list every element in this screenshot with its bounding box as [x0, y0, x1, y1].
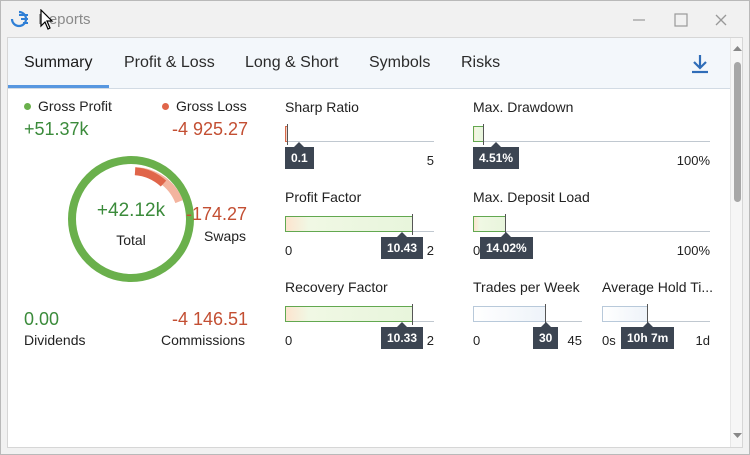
profit-factor-fill — [285, 216, 413, 232]
sharp-ratio-max: 5 — [426, 153, 434, 168]
recovery-factor-fill — [285, 306, 413, 322]
dividends-value: 0.00 — [24, 309, 60, 329]
download-icon[interactable] — [688, 52, 712, 76]
tab-risks[interactable]: Risks — [461, 54, 501, 71]
maximize-icon[interactable] — [671, 10, 691, 30]
sharp-ratio-value-tip: 0.1 — [285, 142, 314, 169]
reports-app-icon — [10, 10, 28, 28]
mouse-cursor-icon — [40, 9, 54, 30]
recovery-factor-value-tip: 10.33 — [381, 322, 424, 349]
max-drawdown-title: Max. Drawdown — [473, 99, 574, 115]
swaps-value: -174.27 — [186, 204, 248, 224]
scroll-down-arrow-icon[interactable] — [731, 430, 743, 440]
recovery-factor-needle — [412, 304, 413, 325]
max-deposit-load-needle — [505, 214, 506, 235]
red-dot-icon — [162, 102, 169, 110]
max-drawdown-max: 100% — [676, 153, 710, 168]
max-deposit-load-value-tip: 14.02% — [480, 232, 533, 259]
close-icon[interactable] — [711, 10, 731, 30]
scroll-up-arrow-icon[interactable] — [731, 44, 743, 54]
gross-loss-label: Gross Loss — [176, 98, 247, 114]
total-donut-chart — [68, 156, 194, 282]
max-drawdown-track — [473, 141, 710, 142]
profit-factor-title: Profit Factor — [285, 189, 362, 205]
sharp-ratio-needle — [287, 124, 288, 145]
dividends-label: Dividends — [24, 332, 86, 348]
sharp-ratio-track — [285, 141, 434, 142]
avg-hold-time-value-tip: 10h 7m — [621, 322, 675, 349]
profit-factor-max: 2 — [426, 243, 434, 258]
trades-per-week-min: 0 — [473, 333, 481, 348]
profit-factor-value-tip: 10.43 — [381, 232, 424, 259]
swaps-label: Swaps — [204, 228, 247, 244]
tab-summary[interactable]: Summary — [24, 54, 93, 71]
trades-per-week-needle — [545, 304, 546, 325]
profit-factor-needle — [412, 214, 413, 235]
scrollbar-thumb[interactable] — [734, 62, 741, 202]
minimize-icon[interactable] — [629, 10, 649, 30]
avg-hold-time-min: 0s — [602, 333, 616, 348]
max-deposit-load-max: 100% — [676, 243, 710, 258]
trades-per-week-value-tip: 30 — [533, 322, 559, 349]
max-deposit-load-fill — [473, 216, 506, 232]
tab-long-short[interactable]: Long & Short — [245, 54, 339, 71]
donut-commissions-segment — [134, 167, 167, 187]
profit-factor-min: 0 — [285, 243, 293, 258]
total-label: Total — [116, 232, 146, 248]
tab-profit-loss[interactable]: Profit & Loss — [124, 54, 215, 71]
green-dot-icon — [24, 102, 31, 110]
recovery-factor-max: 2 — [426, 333, 434, 348]
sharp-ratio-title: Sharp Ratio — [285, 99, 359, 115]
avg-hold-time-max: 1d — [695, 333, 710, 348]
gross-profit-value: +51.37k — [24, 119, 89, 139]
window-title: Reports — [38, 11, 91, 28]
tab-bar: Summary Profit & Loss Long & Short Symbo… — [8, 38, 730, 89]
max-drawdown-needle — [483, 124, 484, 145]
total-value: +42.12k — [96, 200, 166, 221]
gross-profit-legend: Gross Profit — [24, 98, 112, 114]
trades-per-week-max: 45 — [567, 333, 582, 348]
report-content: Summary Profit & Loss Long & Short Symbo… — [7, 37, 743, 448]
max-deposit-load-min: 0 — [473, 243, 481, 258]
title-bar[interactable]: Reports — [1, 1, 749, 37]
max-drawdown-value-tip: 4.51% — [473, 142, 520, 169]
trades-per-week-fill — [473, 306, 546, 322]
vertical-scrollbar[interactable] — [730, 38, 743, 447]
max-deposit-load-title: Max. Deposit Load — [473, 189, 590, 205]
avg-hold-time-needle — [647, 304, 648, 325]
active-tab-indicator — [8, 85, 109, 88]
max-deposit-load-track — [473, 231, 710, 232]
tab-symbols[interactable]: Symbols — [369, 54, 431, 71]
recovery-factor-min: 0 — [285, 333, 293, 348]
gross-profit-label: Gross Profit — [38, 98, 112, 114]
avg-hold-time-track — [602, 321, 710, 322]
recovery-factor-title: Recovery Factor — [285, 279, 388, 295]
avg-hold-time-title: Average Hold Ti... — [602, 279, 714, 295]
gross-loss-legend: Gross Loss — [162, 98, 247, 114]
avg-hold-time-fill — [602, 306, 648, 322]
trades-per-week-title: Trades per Week — [473, 279, 580, 295]
gross-loss-value: -4 925.27 — [172, 119, 249, 139]
commissions-label: Commissions — [161, 332, 246, 348]
commissions-value: -4 146.51 — [172, 309, 249, 329]
